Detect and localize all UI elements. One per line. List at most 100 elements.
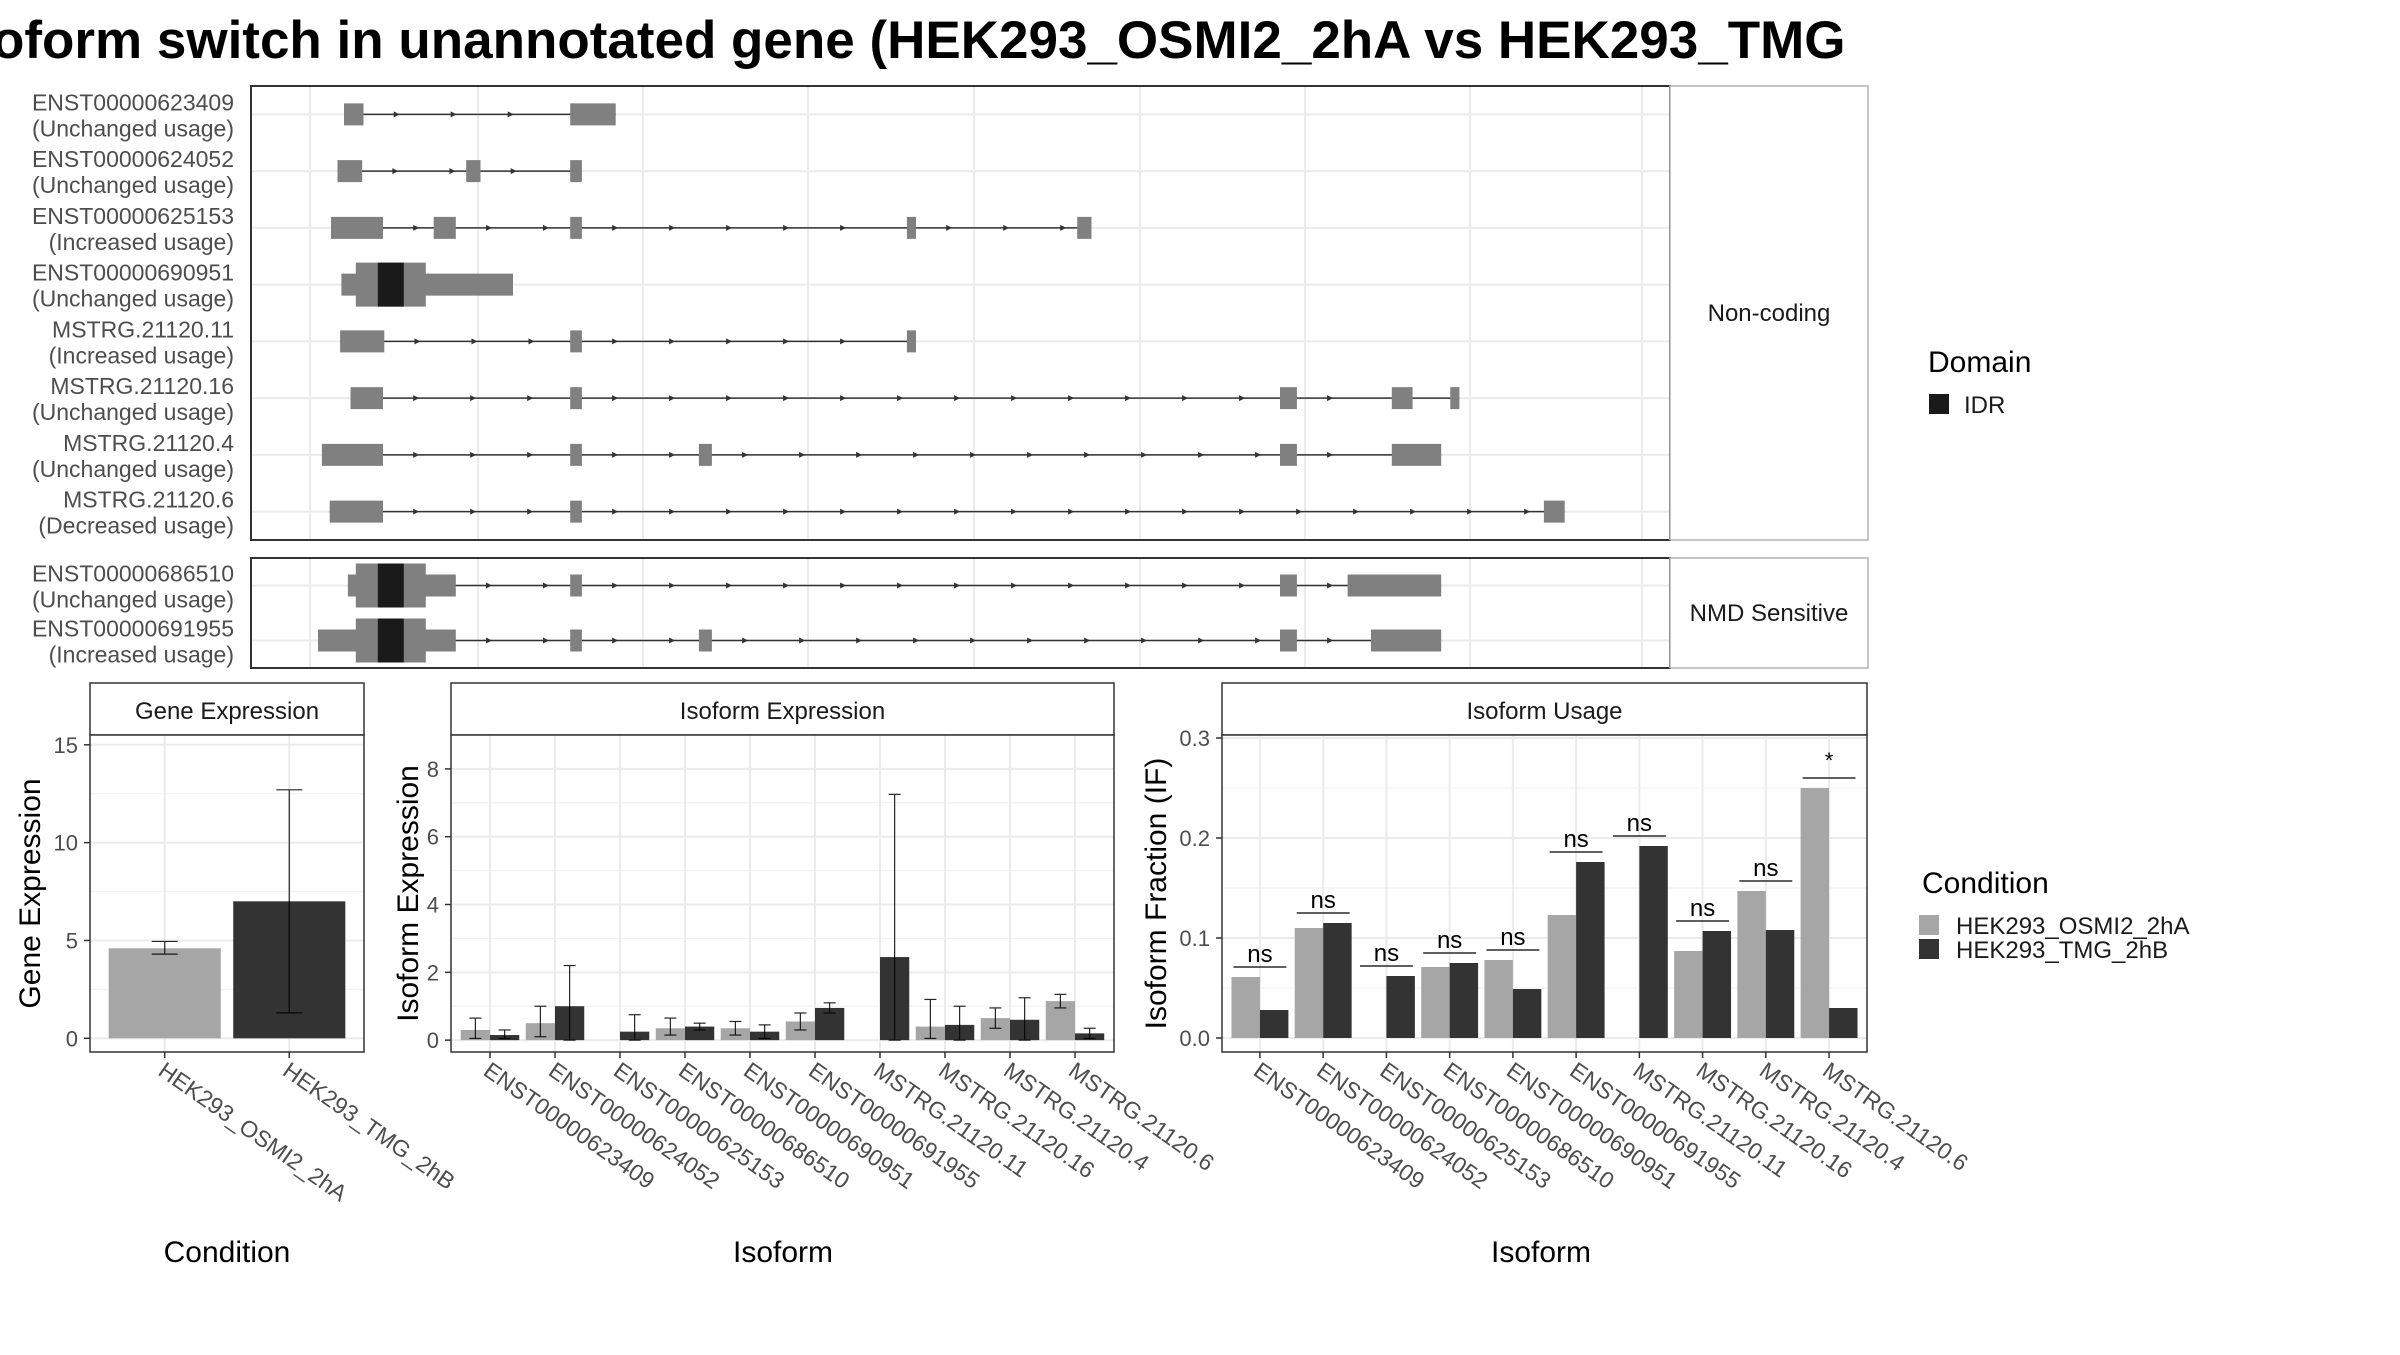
intron-arrow	[1084, 451, 1091, 458]
chart-strip	[89, 682, 365, 736]
exon-block	[570, 629, 582, 652]
intron-arrow	[1125, 582, 1132, 589]
transcript-usage-label: (Increased usage)	[49, 642, 234, 668]
exon-block	[570, 500, 582, 523]
significance-annotation: ns	[1549, 826, 1603, 853]
error-bar	[1054, 993, 1067, 1009]
intron-arrow	[543, 637, 549, 644]
y-tick-label: 2	[427, 960, 439, 985]
intron-arrow	[669, 451, 676, 458]
intron-arrow	[449, 168, 456, 175]
chart-strip	[450, 682, 1115, 736]
significance-annotation: ns	[1233, 941, 1287, 968]
intron-arrow	[612, 338, 619, 345]
intron-arrow	[954, 582, 961, 589]
intron-arrow	[897, 508, 904, 515]
y-tick-label: 0.3	[1179, 726, 1210, 751]
exon-block	[344, 103, 364, 126]
transcript-id-label: MSTRG.21120.6	[63, 487, 234, 513]
intron-arrow	[856, 637, 863, 644]
intron-arrow	[1182, 582, 1189, 589]
intron-arrow	[669, 508, 676, 515]
intron-arrow	[799, 451, 806, 458]
intron-arrow	[742, 637, 749, 644]
intron-arrow	[840, 395, 847, 402]
transcript-id-label: MSTRG.21120.4	[63, 430, 234, 456]
x-axis-label: Isoform	[733, 1236, 833, 1269]
intron-arrow	[486, 582, 492, 589]
intron-arrow	[1141, 637, 1148, 644]
intron-arrow	[414, 338, 421, 345]
group-strip	[1669, 557, 1869, 669]
y-tick-label: 10	[54, 831, 78, 856]
intron-arrow	[1068, 582, 1075, 589]
chart-panel-bg	[451, 735, 1114, 1052]
exon-block	[570, 103, 616, 126]
intron-arrow	[612, 508, 619, 515]
transcript-usage-label: (Unchanged usage)	[32, 399, 234, 425]
y-tick-label: 5	[66, 928, 78, 953]
group-strip-label: NMD Sensitive	[1690, 600, 1849, 627]
exon-block	[698, 443, 712, 466]
significance-annotation: ns	[1296, 887, 1350, 914]
y-tick-label: 0.0	[1179, 1026, 1210, 1051]
intron-arrow	[913, 451, 920, 458]
intron-arrow	[543, 224, 549, 231]
intron-arrow	[1239, 508, 1246, 515]
error-bar	[563, 964, 576, 1041]
intron-arrow	[856, 451, 863, 458]
transcript-panel-bg	[251, 86, 1670, 540]
intron-arrow	[726, 395, 733, 402]
intron-arrow	[946, 224, 953, 231]
transcript-usage-label: (Unchanged usage)	[32, 115, 234, 141]
intron-arrow	[1255, 451, 1262, 458]
bar	[1386, 976, 1415, 1038]
intron-arrow	[799, 637, 806, 644]
significance-label: ns	[1500, 924, 1525, 951]
error-bar	[1083, 1027, 1096, 1040]
y-axis-label: Gene Expression	[14, 778, 47, 1008]
intron-arrow	[471, 338, 478, 345]
error-bar	[989, 1007, 1002, 1029]
exon-block	[1280, 387, 1297, 410]
significance-annotation: ns	[1359, 940, 1413, 967]
intron-arrow	[543, 582, 549, 589]
significance-annotation: ns	[1739, 855, 1793, 882]
error-bar	[693, 1022, 706, 1031]
exon-block	[570, 160, 582, 183]
intron-arrow	[1467, 508, 1474, 515]
intron-arrow	[413, 395, 420, 402]
bar	[1259, 1010, 1289, 1038]
intron-arrow	[1141, 451, 1148, 458]
intron-arrow	[1011, 582, 1018, 589]
group-strip-label: Non-coding	[1708, 300, 1831, 327]
exon-block	[340, 330, 385, 353]
intron-arrow	[783, 582, 790, 589]
bar	[1674, 951, 1703, 1038]
transcript-row: MSTRG.21120.16(Unchanged usage)	[32, 373, 1460, 425]
significance-label: ns	[1437, 927, 1462, 954]
exon-block	[1280, 443, 1297, 466]
intron-arrow	[470, 508, 477, 515]
exon-block	[1280, 629, 1297, 652]
x-axis-label: Condition	[164, 1236, 291, 1269]
intron-arrow	[669, 637, 676, 644]
transcript-usage-label: (Increased usage)	[49, 342, 234, 368]
isoform-expression-chart: Isoform Expression02468ENST00000623409EN…	[392, 682, 1219, 1269]
intron-arrow	[1198, 451, 1205, 458]
transcript-id-label: ENST00000690951	[32, 260, 234, 286]
intron-arrow	[726, 508, 733, 515]
intron-arrow	[1011, 395, 1018, 402]
significance-label: ns	[1563, 826, 1588, 853]
y-tick-label: 8	[427, 757, 439, 782]
legend-key-cond-b	[1919, 939, 1939, 959]
intron-arrow	[413, 451, 420, 458]
transcript-row: ENST00000623409(Unchanged usage)	[32, 89, 616, 141]
intron-arrow	[726, 338, 733, 345]
exon-block	[906, 216, 916, 239]
exon-block	[570, 443, 582, 466]
y-tick-label: 0.2	[1179, 826, 1210, 851]
error-bar	[498, 1029, 511, 1040]
intron-arrow	[783, 508, 790, 515]
exon-block	[570, 574, 582, 597]
